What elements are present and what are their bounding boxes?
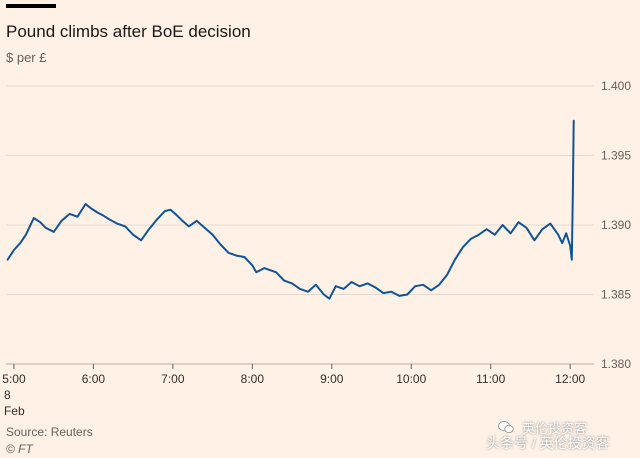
x-tick-label: 8:00 (241, 372, 265, 386)
wechat-icon (498, 421, 514, 433)
chart-gridlines (6, 85, 594, 365)
x-tick-label: 11:00 (476, 372, 505, 386)
y-tick-label: 1.380 (601, 357, 631, 371)
x-tick-label: 12:00 (555, 372, 585, 386)
watermark-account: 英伦投资客 (522, 421, 588, 436)
series-line-gbp-usd (6, 119, 575, 300)
y-tick-label: 1.395 (601, 149, 631, 163)
header-accent-bar (6, 4, 56, 8)
x-tick-label: 5:00 (2, 372, 26, 386)
y-axis-ticks: 1.400 1.395 1.390 1.385 1.380 (601, 79, 631, 371)
x-axis-ticks: 5:00 6:00 7:00 8:00 9:00 10:00 11:00 12:00 8 Feb (2, 364, 586, 418)
y-tick-label: 1.385 (601, 288, 631, 302)
x-tick-label: 6:00 (82, 372, 106, 386)
watermark: 英伦投资客 头条号 / 英伦投资客 (486, 418, 636, 454)
x-tick-label: 9:00 (320, 372, 344, 386)
ft-credit: © FT (6, 442, 33, 456)
watermark-platform: 头条号 / 英伦投资客 (486, 435, 610, 451)
series-layer (6, 119, 575, 300)
y-axis-unit-label: $ per £ (6, 50, 47, 65)
y-tick-label: 1.400 (601, 79, 631, 93)
x-tick-label: 7:00 (161, 372, 185, 386)
source-note: Source: Reuters (6, 425, 93, 439)
chart-title: Pound climbs after BoE decision (6, 22, 251, 41)
x-tick-label: 10:00 (396, 372, 426, 386)
y-tick-label: 1.390 (601, 218, 631, 232)
x-date-month-label: Feb (4, 404, 25, 418)
x-date-day-label: 8 (4, 388, 11, 402)
